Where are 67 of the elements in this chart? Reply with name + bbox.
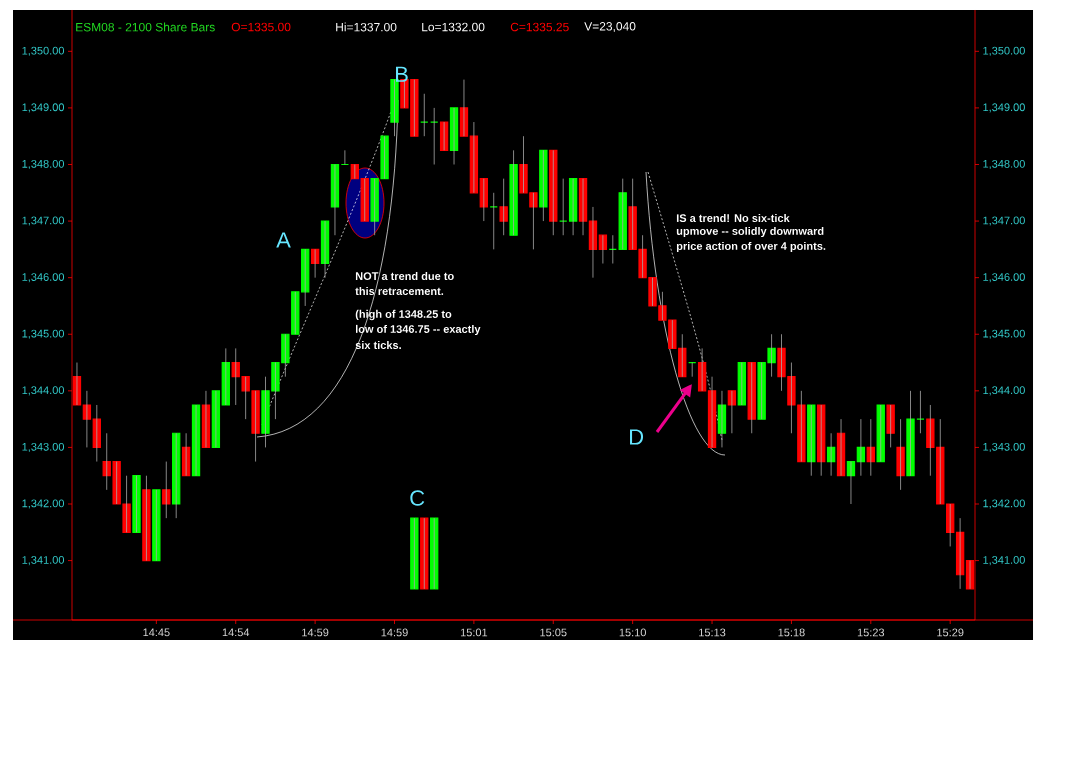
candlestick bbox=[430, 517, 439, 590]
x-tick-label: 14:45 bbox=[143, 628, 170, 637]
x-tick-label: 15:18 bbox=[778, 628, 805, 637]
annotation: IS a trend! No six-tick bbox=[676, 213, 790, 223]
annotation: this retracement. bbox=[355, 286, 444, 296]
y2-tick-label: 1,344.00 bbox=[22, 386, 65, 396]
x-tick-label: 15:13 bbox=[699, 628, 726, 637]
candlestick bbox=[906, 390, 915, 477]
annotation: six ticks. bbox=[355, 340, 401, 350]
chart-title: ESM08 - 2100 Share Bars bbox=[76, 22, 215, 32]
annotation: upmove -- solidly downward bbox=[676, 226, 824, 238]
y2-tick-label: 1,347.00 bbox=[22, 216, 65, 226]
text: Hi=1337.00 bbox=[336, 22, 397, 32]
y2-tick-label: 1,349.00 bbox=[22, 103, 65, 113]
candlestick bbox=[152, 489, 161, 562]
y-tick-label: 1,343.00 bbox=[983, 442, 1025, 452]
candlestick bbox=[876, 404, 885, 463]
y-tick-label: 1,348.00 bbox=[983, 159, 1025, 170]
annotation: B bbox=[396, 66, 408, 82]
candlestick bbox=[509, 149, 518, 236]
candlestick bbox=[142, 475, 151, 562]
text: O=1335.00 bbox=[231, 22, 291, 32]
y2-tick-label: 1,341.00 bbox=[22, 556, 65, 566]
annotation: NOT a trend due to bbox=[355, 271, 454, 281]
x-tick-label: 14:59 bbox=[381, 628, 408, 637]
text: V=23,040 bbox=[584, 22, 636, 32]
candlestick bbox=[886, 404, 895, 448]
x-tick-label: 15:29 bbox=[937, 628, 964, 637]
y-tick-label: 1,346.00 bbox=[983, 273, 1025, 283]
candlestick bbox=[896, 418, 905, 491]
x-tick-label: 15:05 bbox=[540, 628, 567, 637]
annotation: (high of 1348.25 to bbox=[355, 309, 452, 321]
candlestick bbox=[499, 178, 508, 236]
y-tick-label: 1,342.00 bbox=[983, 499, 1025, 509]
y-tick-label: 1,349.00 bbox=[983, 103, 1025, 113]
candlestick bbox=[439, 121, 449, 151]
candlestick bbox=[360, 178, 369, 222]
text: C=1335.25 bbox=[510, 22, 569, 32]
annotation: low of 1346.75 -- exactly bbox=[355, 324, 481, 336]
text: Lo=1332.00 bbox=[422, 22, 485, 32]
candlestick bbox=[410, 517, 419, 590]
candlestick bbox=[420, 517, 429, 590]
x-tick-label: 14:54 bbox=[222, 628, 250, 637]
y-tick-label: 1,341.00 bbox=[983, 556, 1025, 566]
y2-tick-label: 1,342.00 bbox=[22, 499, 65, 509]
annotation: A bbox=[276, 232, 291, 248]
candlestick bbox=[132, 475, 141, 533]
candlestick bbox=[539, 149, 548, 222]
candlestick bbox=[737, 361, 746, 406]
y2-tick-label: 1,350.00 bbox=[22, 46, 65, 56]
x-tick-label: 15:10 bbox=[619, 628, 646, 637]
annotation: C bbox=[410, 490, 425, 506]
x-tick-label: 15:01 bbox=[460, 628, 488, 637]
y-tick-label: 1,347.00 bbox=[983, 216, 1025, 226]
y-tick-label: 1,344.00 bbox=[983, 386, 1025, 396]
y2-tick-label: 1,343.00 bbox=[22, 442, 65, 452]
y-tick-label: 1,345.00 bbox=[983, 329, 1025, 339]
y-tick-label: 1,350.00 bbox=[983, 46, 1025, 56]
y2-tick-label: 1,346.00 bbox=[22, 273, 65, 283]
x-tick-label: 15:23 bbox=[857, 628, 885, 637]
annotation: D bbox=[630, 429, 644, 445]
candlestick bbox=[191, 404, 201, 477]
y2-tick-label: 1,345.00 bbox=[22, 329, 65, 339]
annotation: price action of over 4 points. bbox=[676, 241, 826, 253]
candlestick bbox=[211, 390, 221, 449]
x-tick-label: 14:59 bbox=[302, 628, 329, 637]
y2-tick-label: 1,348.00 bbox=[22, 159, 65, 170]
